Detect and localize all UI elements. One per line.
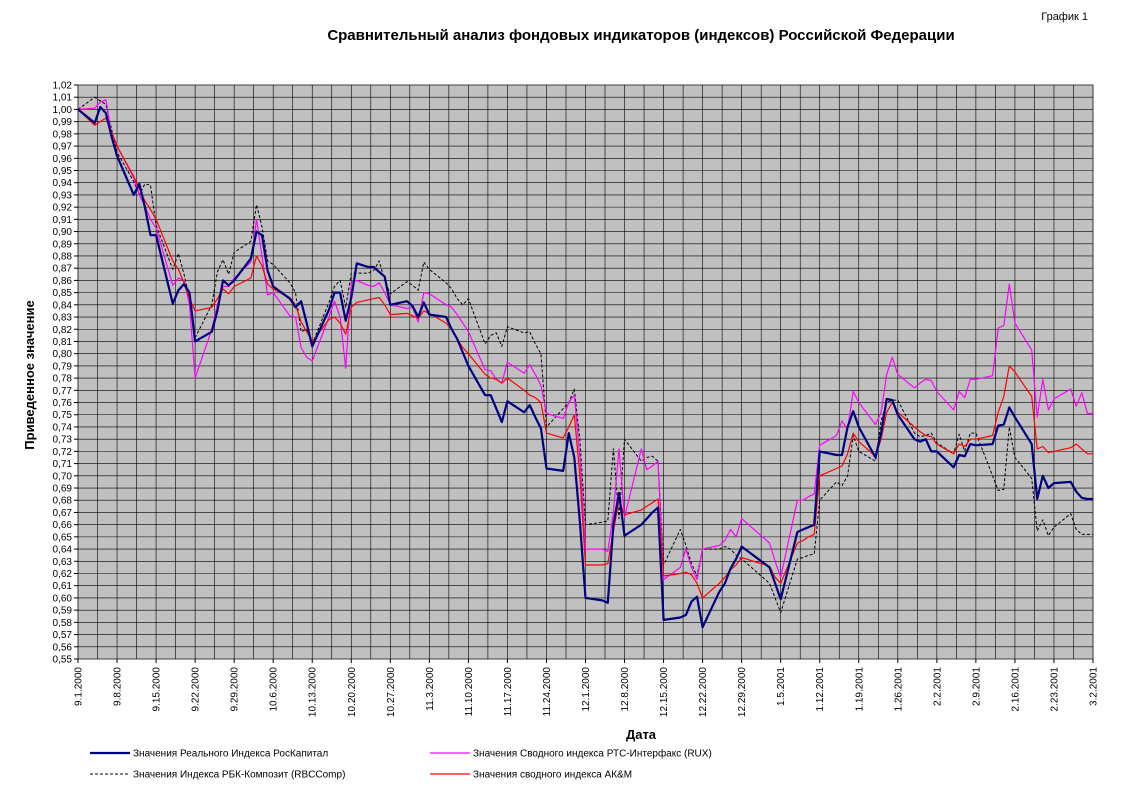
y-tick-label: 0,73 bbox=[53, 435, 73, 446]
x-tick-label: 10.20.2000 bbox=[347, 667, 358, 717]
legend-label: Значения Индекса РБК-Композит (RBCComp) bbox=[133, 770, 345, 781]
y-tick-label: 0,67 bbox=[53, 508, 73, 519]
x-tick-label: 12.8.2000 bbox=[620, 667, 631, 712]
y-tick-label: 0,94 bbox=[53, 178, 73, 189]
y-tick-label: 0,59 bbox=[53, 606, 73, 617]
x-tick-label: 9.29.2000 bbox=[230, 667, 241, 712]
y-tick-label: 1,00 bbox=[53, 105, 73, 116]
plot-area bbox=[77, 84, 1094, 660]
y-axis-ticks: 0,55 0,560,570,580,59 0,600,610,620,630,64… bbox=[53, 81, 78, 666]
x-tick-label: 11.3.2000 bbox=[425, 667, 436, 711]
x-tick-label: 9.1.2000 bbox=[74, 667, 85, 706]
y-tick-label: 0,64 bbox=[53, 545, 73, 556]
y-tick-label: 0,83 bbox=[53, 313, 73, 324]
y-tick-label: 0,85 bbox=[53, 288, 73, 299]
x-tick-label: 2.16.2001 bbox=[1010, 667, 1021, 712]
legend-label: Значения сводного индекса АК&М bbox=[473, 770, 632, 781]
y-tick-label: 0,72 bbox=[53, 447, 73, 458]
series-line-2 bbox=[77, 96, 1093, 614]
y-tick-label: 0,63 bbox=[53, 557, 73, 568]
y-tick-label: 0,92 bbox=[53, 203, 73, 214]
y-tick-label: 0,62 bbox=[53, 569, 73, 580]
y-tick-label: 0,69 bbox=[53, 484, 73, 495]
x-axis-label: Дата bbox=[626, 727, 657, 742]
y-tick-label: 0,76 bbox=[53, 398, 73, 409]
y-tick-label: 0,60 bbox=[53, 593, 73, 604]
x-tick-label: 9.15.2000 bbox=[152, 667, 163, 712]
series-line-3 bbox=[77, 108, 1093, 599]
series-line-0 bbox=[77, 105, 1093, 629]
x-tick-label: 12.1.2000 bbox=[581, 667, 592, 712]
y-tick-label: 0,68 bbox=[53, 496, 73, 507]
y-tick-label: 0,90 bbox=[53, 227, 73, 238]
y-tick-label: 0,98 bbox=[53, 129, 73, 140]
y-tick-label: 0,87 bbox=[53, 264, 73, 275]
x-tick-label: 11.10.2000 bbox=[464, 667, 475, 717]
y-tick-label: 0,65 bbox=[53, 532, 73, 543]
y-tick-label: 0,91 bbox=[53, 215, 73, 226]
x-tick-label: 11.24.2000 bbox=[542, 667, 553, 717]
x-tick-label: 12.15.2000 bbox=[659, 667, 670, 717]
series-lines bbox=[77, 96, 1093, 629]
y-tick-label: 0,56 bbox=[53, 642, 73, 653]
x-tick-label: 3.2.2001 bbox=[1089, 667, 1100, 706]
y-tick-label: 0,79 bbox=[53, 361, 73, 372]
y-tick-label: 0,93 bbox=[53, 190, 73, 201]
y-tick-label: 1,02 bbox=[53, 81, 73, 92]
y-tick-label: 0,89 bbox=[53, 239, 73, 250]
x-tick-label: 1.26.2001 bbox=[893, 667, 904, 712]
x-tick-label: 2.9.2001 bbox=[971, 667, 982, 706]
y-tick-label: 0,88 bbox=[53, 251, 73, 262]
y-tick-label: 0,81 bbox=[53, 337, 73, 348]
y-tick-label: 0,78 bbox=[53, 374, 73, 385]
y-tick-label: 0,80 bbox=[53, 349, 73, 360]
y-tick-label: 0,77 bbox=[53, 386, 73, 397]
x-tick-label: 1.5.2001 bbox=[776, 667, 787, 706]
x-tick-label: 12.29.2000 bbox=[737, 667, 748, 717]
y-tick-label: 0,71 bbox=[53, 459, 73, 470]
y-tick-label: 0,82 bbox=[53, 325, 73, 336]
legend-label: Значения Сводного индекса РТС-Интерфакс … bbox=[473, 748, 712, 760]
x-tick-label: 9.22.2000 bbox=[191, 667, 202, 712]
y-tick-label: 0,96 bbox=[53, 154, 73, 165]
x-tick-label: 2.23.2001 bbox=[1049, 667, 1060, 712]
x-tick-label: 1.12.2001 bbox=[815, 667, 826, 712]
y-tick-label: 0,97 bbox=[53, 142, 73, 153]
x-tick-label: 1.19.2001 bbox=[854, 667, 865, 712]
y-tick-label: 0,99 bbox=[53, 117, 73, 128]
y-tick-label: 0,84 bbox=[53, 300, 73, 311]
legend-label: Значения Реального Индекса РосКапитал bbox=[133, 749, 328, 760]
y-axis-label: Приведенное значение bbox=[22, 300, 37, 449]
x-tick-label: 10.13.2000 bbox=[308, 667, 319, 717]
x-tick-label: 12.22.2000 bbox=[698, 667, 709, 717]
y-tick-label: 0,95 bbox=[53, 166, 73, 177]
y-tick-label: 0,74 bbox=[53, 422, 73, 433]
x-tick-label: 10.6.2000 bbox=[269, 667, 280, 712]
legend: Значения Реального Индекса РосКапитал Зна… bbox=[90, 748, 712, 781]
chart-title: Сравнительный анализ фондовых индикаторо… bbox=[327, 27, 954, 44]
figure-label: График 1 bbox=[1041, 11, 1088, 23]
y-tick-label: 0,70 bbox=[53, 471, 73, 482]
y-tick-label: 1,01 bbox=[53, 93, 73, 104]
y-tick-label: 0,58 bbox=[53, 618, 73, 629]
x-tick-label: 10.27.2000 bbox=[386, 667, 397, 717]
y-tick-label: 0,86 bbox=[53, 276, 73, 287]
y-tick-label: 0,61 bbox=[53, 581, 73, 592]
y-tick-label: 0,66 bbox=[53, 520, 73, 531]
y-tick-label: 0,55 bbox=[53, 655, 73, 666]
y-tick-label: 0,57 bbox=[53, 630, 73, 641]
x-tick-label: 2.2.2001 bbox=[932, 667, 943, 706]
x-axis-ticks: 9.1.2000 9.8.2000 9.15.2000 9.22.2000 9.29.2… bbox=[74, 659, 1100, 717]
x-tick-label: 9.8.2000 bbox=[113, 667, 124, 706]
x-tick-label: 11.17.2000 bbox=[503, 667, 514, 717]
y-tick-label: 0,75 bbox=[53, 410, 73, 421]
